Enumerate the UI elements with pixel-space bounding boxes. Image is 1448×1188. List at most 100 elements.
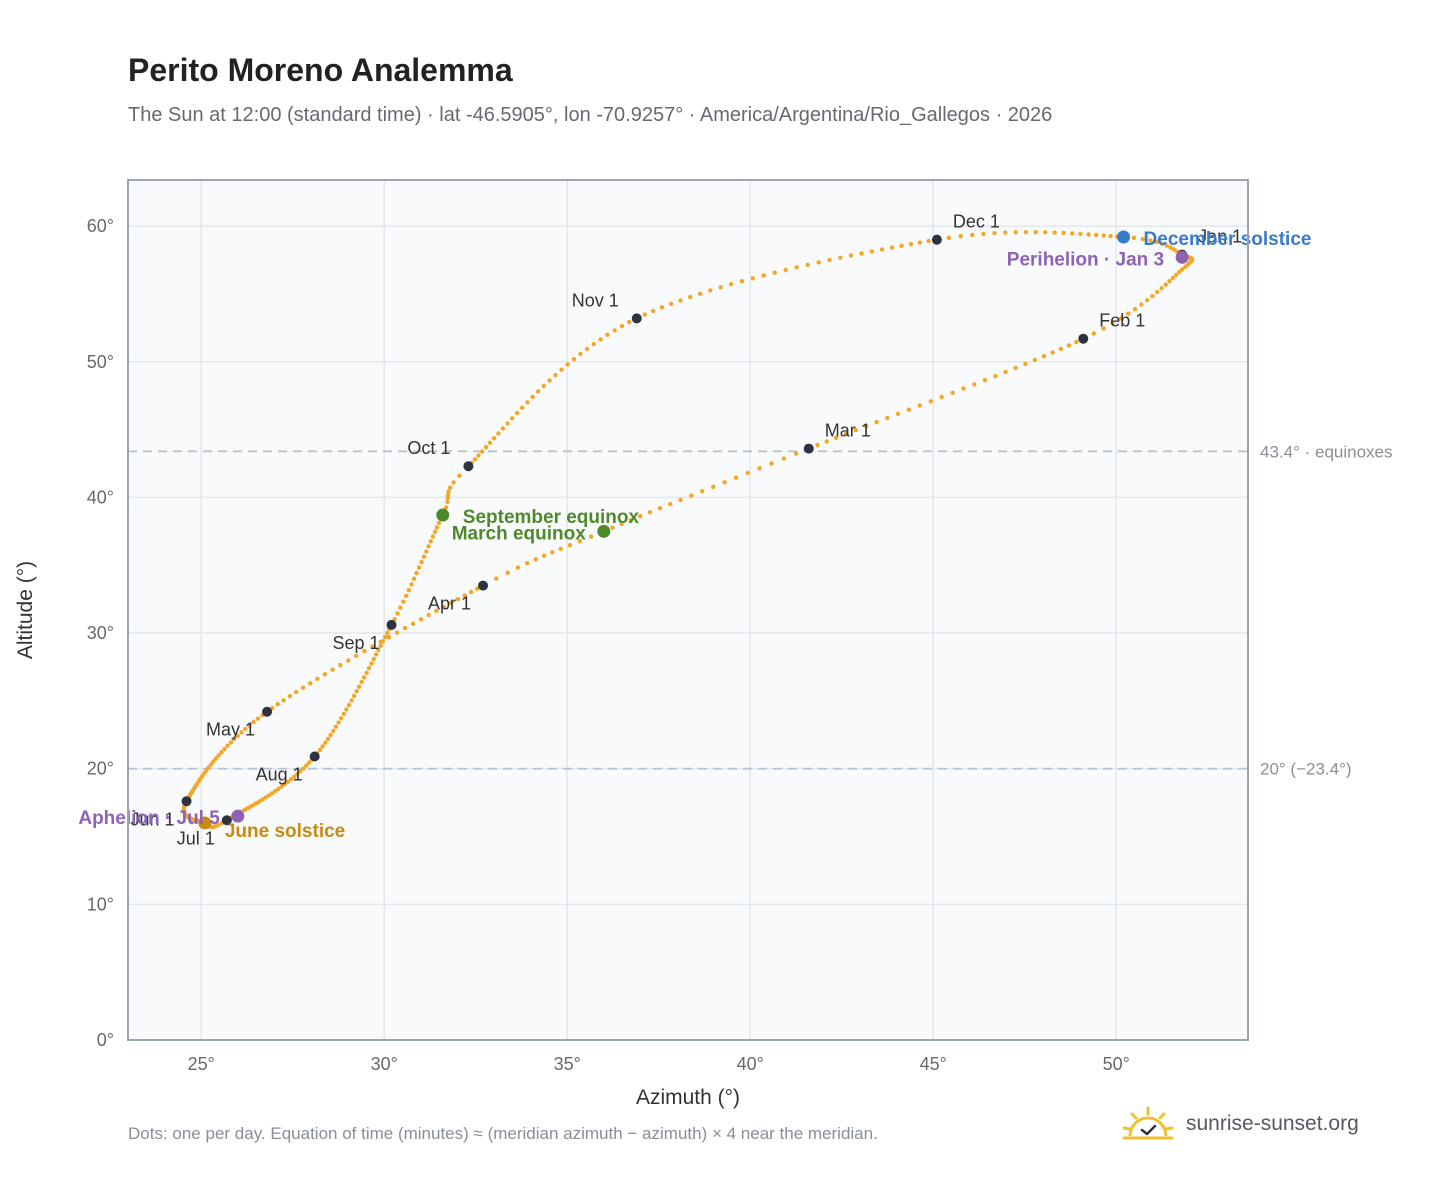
month-marker-label: Feb 1 xyxy=(1099,311,1145,331)
month-marker-label: Oct 1 xyxy=(407,438,450,458)
reference-line-label: 43.4° · equinoxes xyxy=(1260,442,1393,461)
daily-sun-dot xyxy=(366,665,372,671)
month-marker-label: Jun 1 xyxy=(131,809,175,829)
event-marker-label: March equinox xyxy=(452,523,587,544)
daily-sun-dot xyxy=(406,588,411,593)
daily-sun-dot xyxy=(434,525,440,530)
daily-sun-dot xyxy=(394,630,400,635)
daily-sun-dot xyxy=(418,617,424,622)
daily-sun-dot xyxy=(525,400,530,405)
daily-sun-dot xyxy=(298,769,303,774)
month-marker-dot xyxy=(386,619,397,630)
daily-sun-dot xyxy=(757,466,762,471)
daily-sun-dot xyxy=(402,625,408,631)
month-marker-dot xyxy=(181,796,192,807)
daily-sun-dot xyxy=(697,291,703,296)
daily-sun-dot xyxy=(1003,369,1008,375)
daily-sun-dot xyxy=(972,382,977,387)
month-marker-label: Nov 1 xyxy=(572,290,619,310)
daily-sun-dot xyxy=(331,728,336,734)
month-marker-label: Aug 1 xyxy=(256,764,303,784)
daily-sun-dot xyxy=(338,662,343,668)
daily-sun-dot xyxy=(445,499,450,505)
daily-sun-dot xyxy=(370,644,375,649)
daily-sun-dot xyxy=(373,652,379,657)
reference-lines: 43.4° · equinoxes 20° (−23.4°) xyxy=(128,442,1393,779)
daily-sun-dot xyxy=(647,510,653,515)
daily-sun-dot xyxy=(487,440,493,445)
daily-sun-dot xyxy=(678,497,683,503)
daily-sun-dot xyxy=(1078,231,1083,237)
daily-sun-dot xyxy=(364,670,369,675)
daily-sun-dot xyxy=(769,461,774,466)
x-tick-label: 45° xyxy=(920,1054,947,1074)
daily-sun-dot xyxy=(426,612,431,618)
daily-sun-dot xyxy=(981,231,986,237)
event-marker-dot xyxy=(1175,250,1189,264)
daily-sun-dot xyxy=(1094,232,1099,238)
daily-sun-dot xyxy=(1013,230,1018,235)
daily-sun-dot xyxy=(434,608,439,614)
daily-sun-dot xyxy=(961,386,966,391)
daily-sun-dot xyxy=(939,394,944,400)
daily-sun-dot xyxy=(657,506,663,511)
daily-sun-dot xyxy=(1003,230,1008,235)
daily-sun-dot xyxy=(1023,361,1028,367)
daily-sun-dot xyxy=(598,337,603,342)
daily-sun-dot xyxy=(1139,302,1144,307)
event-marker-label: June solstice xyxy=(225,821,345,842)
daily-sun-dot xyxy=(733,475,739,480)
chart-title: Perito Moreno Analemma xyxy=(128,52,513,88)
daily-sun-dot xyxy=(386,635,392,640)
daily-sun-dot xyxy=(659,305,665,310)
daily-sun-dot xyxy=(339,716,344,721)
chart-subtitle: The Sun at 12:00 (standard time) · lat -… xyxy=(128,104,1053,126)
daily-sun-dot xyxy=(1148,238,1153,243)
daily-sun-dot xyxy=(344,707,349,712)
daily-sun-dot xyxy=(320,744,325,749)
x-tick-label: 25° xyxy=(188,1054,215,1074)
daily-sun-dot xyxy=(1118,316,1123,321)
daily-sun-dot xyxy=(928,399,933,404)
daily-sun-dot xyxy=(323,740,328,745)
daily-sun-dot xyxy=(591,341,596,347)
event-marker-label: Aphelion · Jul 5 xyxy=(78,808,220,829)
daily-sun-dot xyxy=(1058,346,1064,352)
daily-sun-dot xyxy=(357,684,362,689)
month-marker-label: Jul 1 xyxy=(177,828,215,848)
daily-sun-dot xyxy=(496,431,501,436)
daily-sun-dot xyxy=(239,730,244,735)
daily-sun-dot xyxy=(559,367,564,372)
brand[interactable]: sunrise-sunset.org xyxy=(1120,1102,1359,1146)
month-marker-dot xyxy=(478,580,489,591)
daily-sun-dot xyxy=(889,245,895,250)
y-tick-label: 40° xyxy=(87,487,114,507)
daily-sun-dot xyxy=(982,378,988,383)
daily-sun-dot xyxy=(228,740,234,745)
daily-sun-dot xyxy=(668,501,673,507)
daily-sun-dot xyxy=(235,733,240,738)
daily-sun-dot xyxy=(642,312,647,317)
daily-sun-dot xyxy=(899,243,904,248)
month-marker-label: Dec 1 xyxy=(953,212,1000,232)
daily-sun-dot xyxy=(411,576,417,581)
daily-sun-dot xyxy=(436,520,442,526)
daily-sun-dot xyxy=(584,346,590,352)
daily-sun-dot xyxy=(908,242,914,247)
daily-sun-dot xyxy=(448,485,453,490)
daily-sun-dot xyxy=(781,456,787,461)
daily-sun-dot xyxy=(1183,264,1188,269)
daily-sun-dot xyxy=(426,544,431,549)
daily-sun-dot xyxy=(325,736,331,742)
daily-sun-dot xyxy=(225,743,230,748)
daily-sun-dot xyxy=(1173,272,1179,278)
daily-sun-dot xyxy=(1164,243,1169,248)
daily-sun-dot xyxy=(530,394,535,400)
daily-sun-dot xyxy=(457,473,462,478)
daily-sun-dot xyxy=(895,411,901,416)
daily-sun-dot xyxy=(520,405,525,410)
event-marker-label: September equinox xyxy=(463,507,640,528)
daily-sun-dot xyxy=(628,517,633,523)
